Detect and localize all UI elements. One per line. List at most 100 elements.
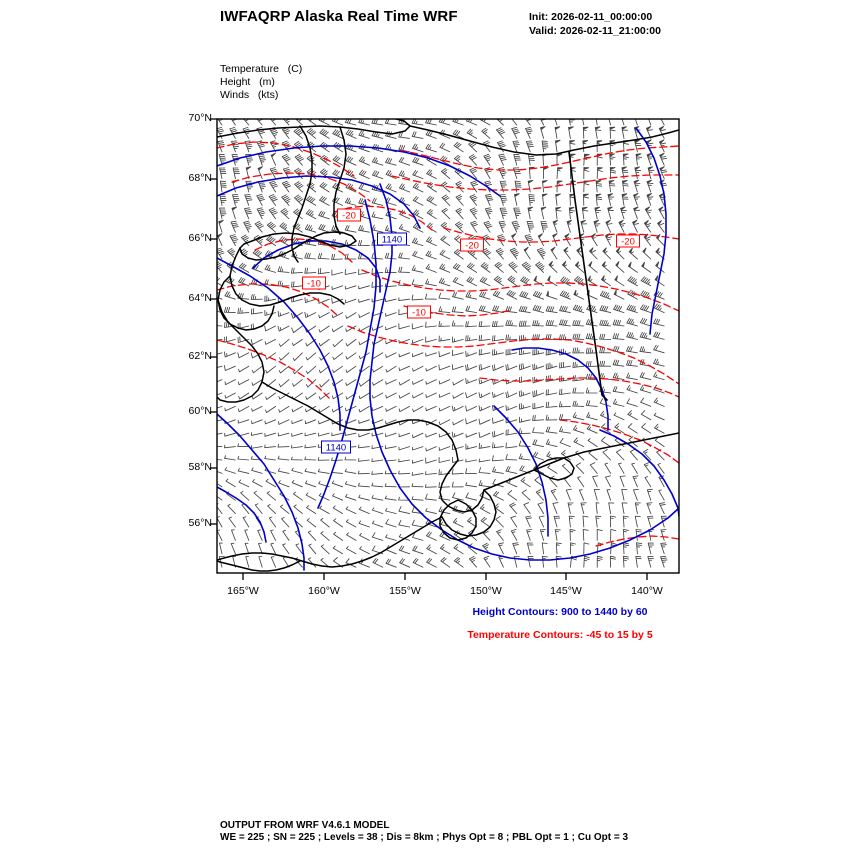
wind-barb xyxy=(478,392,491,399)
wind-barb xyxy=(398,223,411,233)
wind-barb xyxy=(469,207,478,220)
wind-barb xyxy=(569,528,576,541)
wind-barb xyxy=(639,346,652,354)
wind-barb xyxy=(647,555,654,568)
wind-barb xyxy=(453,141,464,153)
wind-barb xyxy=(499,180,507,193)
temperature-contour-legend: Temperature Contours: -45 to 15 by 5 xyxy=(467,629,653,641)
height-contour xyxy=(217,145,501,197)
wind-barb xyxy=(332,338,344,348)
wind-barb xyxy=(561,463,571,474)
wind-barb xyxy=(331,419,344,425)
wind-barb xyxy=(559,290,571,300)
wind-barb xyxy=(620,206,627,220)
wind-barb xyxy=(358,506,370,515)
wind-barb xyxy=(466,262,478,273)
wind-barb xyxy=(612,386,625,394)
wind-barb xyxy=(634,139,642,153)
wind-barb xyxy=(646,488,653,501)
wind-barb xyxy=(278,419,290,425)
contour-label-box xyxy=(460,238,484,252)
wind-barb xyxy=(451,481,464,488)
wind-barb xyxy=(647,542,655,555)
wind-barb xyxy=(358,285,370,290)
lon-label: 150°W xyxy=(470,585,502,597)
wind-barb xyxy=(264,264,277,273)
wind-barb xyxy=(518,440,531,448)
wind-barb xyxy=(589,462,598,474)
wind-barb xyxy=(292,365,303,375)
wind-barb xyxy=(304,432,317,437)
wind-barb xyxy=(319,128,330,139)
wind-barb xyxy=(455,207,464,220)
wind-barb xyxy=(424,484,437,488)
wind-barb xyxy=(257,529,263,541)
contour-label-box xyxy=(377,232,407,246)
wind-barb xyxy=(479,504,491,515)
wind-barb xyxy=(371,495,384,501)
wind-barb xyxy=(539,125,546,139)
wind-barb xyxy=(307,557,317,568)
wind-barb xyxy=(425,379,437,385)
wind-barb xyxy=(358,432,370,438)
wind-barb xyxy=(237,443,250,448)
wind-barb xyxy=(371,143,384,153)
wind-barb xyxy=(505,404,518,411)
wind-barb xyxy=(217,247,225,260)
wind-barb xyxy=(344,298,357,304)
wind-barb xyxy=(533,275,545,287)
wind-barb xyxy=(505,334,518,341)
wind-barb xyxy=(412,170,424,180)
wind-barb xyxy=(572,412,585,421)
wind-barb xyxy=(217,352,223,355)
temperature-contour xyxy=(217,283,339,317)
wind-barb xyxy=(555,206,562,220)
wind-barb xyxy=(492,305,504,314)
lon-label: 165°W xyxy=(227,585,259,597)
wind-barb xyxy=(519,416,531,423)
wind-barb xyxy=(505,306,518,314)
height-contour xyxy=(369,183,679,561)
wind-barb xyxy=(532,402,545,410)
wind-barb xyxy=(332,169,344,180)
wind-barb xyxy=(293,194,304,206)
wind-barb xyxy=(372,365,384,373)
wind-barb xyxy=(555,193,561,206)
wind-barb xyxy=(425,129,437,139)
wind-barb xyxy=(604,233,612,247)
wind-barb xyxy=(425,508,437,515)
wind-barb xyxy=(559,388,571,396)
wind-barb xyxy=(481,248,492,260)
wind-barb xyxy=(599,347,612,354)
wind-barb xyxy=(331,297,344,304)
coastline-arctic-coast-east xyxy=(409,125,679,156)
wind-barb xyxy=(318,392,330,400)
wind-barb xyxy=(569,542,576,555)
lon-label: 145°W xyxy=(550,585,582,597)
wind-barb xyxy=(344,456,357,461)
wind-barb xyxy=(478,442,491,449)
wind-barb xyxy=(217,365,223,369)
wind-barb xyxy=(318,312,330,319)
wind-barb xyxy=(555,542,562,555)
wind-barb xyxy=(499,207,508,220)
temperature-contour xyxy=(217,141,355,177)
wind-barb xyxy=(238,262,250,273)
wind-barb xyxy=(532,304,545,314)
wind-barb xyxy=(545,414,558,421)
wind-barb xyxy=(256,193,266,206)
wind-barb xyxy=(644,206,652,220)
contour-label-box xyxy=(337,208,361,222)
temperature-contour xyxy=(217,339,331,400)
wind-barb xyxy=(250,338,263,345)
wind-barb xyxy=(398,432,411,438)
wind-barb xyxy=(438,320,451,327)
wind-barb xyxy=(538,515,545,528)
wind-barb xyxy=(264,309,277,316)
wind-barb xyxy=(518,305,531,314)
wind-barb xyxy=(468,154,478,166)
coastline-brooks-range-line xyxy=(333,126,347,235)
wind-barb xyxy=(345,129,357,139)
contour-label: -20 xyxy=(621,237,635,248)
wind-barb xyxy=(511,220,520,233)
